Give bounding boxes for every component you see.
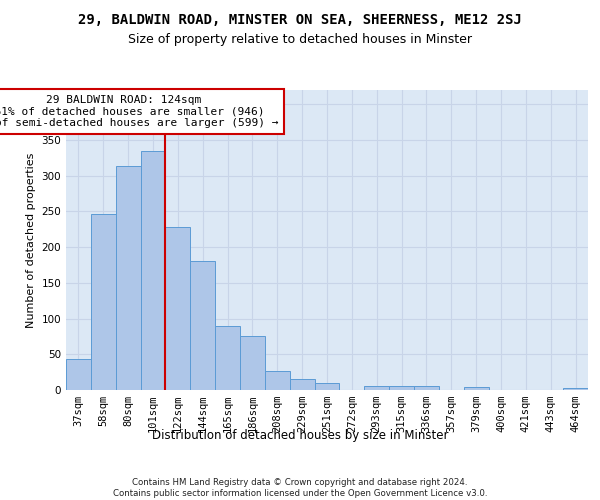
Y-axis label: Number of detached properties: Number of detached properties — [26, 152, 36, 328]
Text: Size of property relative to detached houses in Minster: Size of property relative to detached ho… — [128, 32, 472, 46]
Text: Contains HM Land Registry data © Crown copyright and database right 2024.
Contai: Contains HM Land Registry data © Crown c… — [113, 478, 487, 498]
Text: 29, BALDWIN ROAD, MINSTER ON SEA, SHEERNESS, ME12 2SJ: 29, BALDWIN ROAD, MINSTER ON SEA, SHEERN… — [78, 12, 522, 26]
Bar — [91, 214, 116, 390]
Bar — [314, 383, 340, 390]
Bar — [464, 387, 488, 390]
Bar — [66, 358, 91, 390]
Bar — [414, 386, 439, 390]
Bar — [166, 227, 190, 390]
Bar — [265, 372, 290, 390]
Text: 29 BALDWIN ROAD: 124sqm
← 61% of detached houses are smaller (946)
38% of semi-d: 29 BALDWIN ROAD: 124sqm ← 61% of detache… — [0, 95, 278, 128]
Bar — [240, 336, 265, 390]
Text: Distribution of detached houses by size in Minster: Distribution of detached houses by size … — [152, 428, 448, 442]
Bar — [215, 326, 240, 390]
Bar — [563, 388, 588, 390]
Bar — [389, 386, 414, 390]
Bar — [364, 386, 389, 390]
Bar — [116, 166, 140, 390]
Bar — [140, 150, 166, 390]
Bar — [290, 380, 314, 390]
Bar — [190, 262, 215, 390]
